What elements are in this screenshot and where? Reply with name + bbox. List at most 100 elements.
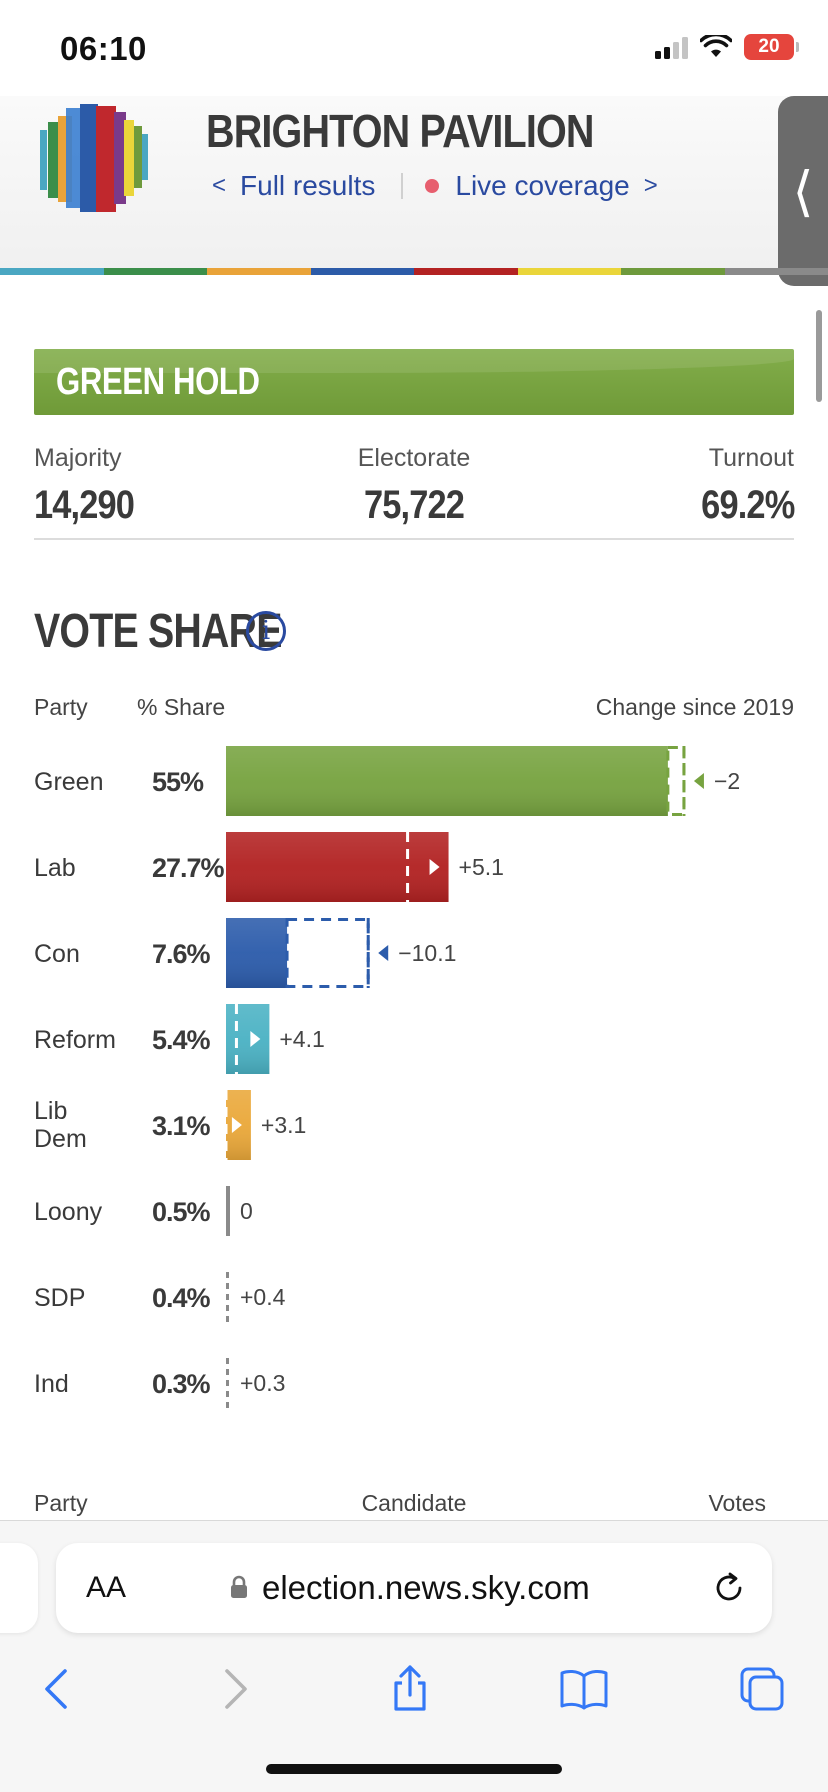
- chevron-left-icon: [45, 1669, 67, 1709]
- forward-button[interactable]: [210, 1663, 262, 1715]
- wifi-icon: [700, 35, 732, 57]
- bookmarks-book-icon: [560, 1669, 608, 1710]
- previous-tab-peek[interactable]: [0, 1543, 38, 1633]
- status-bar: 06:10 20: [0, 0, 828, 96]
- browser-bar: AA election.news.sky.com: [0, 1520, 828, 1792]
- result-banner-text: GREEN HOLD: [56, 361, 260, 403]
- constituency-header: BRIGHTON PAVILION < Full results Live co…: [0, 96, 828, 286]
- browser-toolbar: [0, 1653, 828, 1723]
- change-value-reform: +4.1: [279, 1026, 324, 1052]
- strip-segment: [310, 268, 414, 275]
- address-bar[interactable]: AA election.news.sky.com: [56, 1543, 772, 1633]
- change-value-lib-dem: +3.1: [261, 1112, 306, 1138]
- chevron-left-icon: <: [212, 172, 227, 199]
- info-icon[interactable]: i: [246, 611, 286, 651]
- home-indicator[interactable]: [266, 1764, 562, 1774]
- results-col-votes: Votes: [708, 1490, 766, 1516]
- share-icon: [394, 1665, 426, 1711]
- strip-segment: [414, 268, 518, 275]
- loss-arrow-icon: [378, 945, 389, 961]
- strip-segment: [724, 268, 828, 275]
- party-name-ind: Ind: [34, 1370, 69, 1398]
- cellular-signal-icon: [655, 35, 688, 59]
- scrollbar-thumb[interactable]: [816, 310, 822, 402]
- header-nav: < Full results Live coverage >: [212, 170, 658, 202]
- loss-arrow-icon: [693, 773, 704, 789]
- col-change-header: Change since 2019: [595, 694, 794, 720]
- majority-label: Majority: [34, 444, 122, 472]
- results-col-party: Party: [34, 1490, 88, 1516]
- status-time: 06:10: [60, 30, 147, 67]
- nav-divider: [401, 173, 404, 199]
- info-glyph: i: [261, 616, 271, 646]
- share-value-loony: 0.5%: [152, 1197, 211, 1227]
- share-value-lib-dem: 3.1%: [152, 1111, 211, 1141]
- vote-bar-sheen: [226, 746, 668, 816]
- reload-icon[interactable]: [710, 1569, 748, 1607]
- battery-icon: 20: [744, 34, 799, 60]
- chevron-right-icon: [225, 1669, 247, 1709]
- vote-bar-sheen: [226, 1004, 270, 1074]
- change-value-con: −10.1: [398, 940, 456, 966]
- gain-arrow-icon: [231, 1117, 242, 1133]
- share-value-lab: 27.7%: [152, 853, 225, 883]
- share-button[interactable]: [384, 1663, 436, 1715]
- chevron-right-icon: >: [643, 172, 658, 199]
- party-name-green: Green: [34, 768, 103, 796]
- change-value-loony: 0: [240, 1198, 253, 1224]
- strip-segment: [517, 268, 621, 275]
- previous-share-outline: [666, 746, 686, 816]
- party-name-lib-dem: Lib Dem: [34, 1097, 87, 1153]
- live-coverage-label: Live coverage: [455, 170, 630, 201]
- battery-level: 20: [758, 36, 780, 57]
- change-value-lab: +5.1: [459, 854, 504, 880]
- side-panel-tab[interactable]: ⟨: [778, 96, 828, 286]
- change-value-green: −2: [714, 768, 740, 794]
- share-value-sdp: 0.4%: [152, 1283, 211, 1313]
- col-share-header: % Share: [137, 694, 226, 720]
- full-results-link[interactable]: < Full results: [212, 170, 375, 202]
- gain-arrow-icon: [429, 859, 440, 875]
- vote-bar-sheen: [226, 918, 288, 988]
- back-button[interactable]: [30, 1663, 82, 1715]
- party-name-sdp: SDP: [34, 1284, 85, 1312]
- strip-segment: [103, 268, 207, 275]
- vote-bar-sheen: [226, 832, 449, 902]
- electorate-label: Electorate: [357, 444, 471, 472]
- change-value-sdp: +0.4: [240, 1284, 286, 1310]
- share-value-ind: 0.3%: [152, 1369, 211, 1399]
- live-dot-icon: [425, 179, 440, 193]
- majority-value: 14,290: [34, 483, 135, 527]
- reader-options-button[interactable]: AA: [86, 1571, 126, 1605]
- party-name-reform: Reform: [34, 1026, 116, 1054]
- strip-segment: [0, 268, 104, 275]
- url-text: election.news.sky.com: [262, 1569, 590, 1606]
- share-value-green: 55%: [152, 767, 204, 797]
- bookmarks-button[interactable]: [558, 1663, 610, 1715]
- turnout-label: Turnout: [708, 444, 794, 472]
- live-coverage-link[interactable]: Live coverage >: [425, 170, 658, 202]
- status-icons: 20: [655, 34, 799, 60]
- election-logo-icon: [40, 104, 148, 212]
- strip-segment: [207, 268, 311, 275]
- aa-label: AA: [86, 1571, 127, 1604]
- tabs-button[interactable]: [736, 1663, 788, 1715]
- previous-share-outline: [285, 918, 370, 988]
- chevron-left-icon: ⟨: [792, 161, 814, 222]
- results-col-candidate: Candidate: [361, 1490, 467, 1516]
- strip-segment: [621, 268, 725, 275]
- vote-share-chart: Green 55% −2 Lab 27.7% +5.1 Con 7.6% −10.1 Reform…: [34, 746, 740, 1408]
- stat-majority: Majority 14,290: [34, 444, 150, 528]
- lock-icon: [231, 1575, 247, 1598]
- tabs-icon: [740, 1667, 784, 1711]
- gain-arrow-icon: [250, 1031, 261, 1047]
- electorate-value: 75,722: [363, 483, 465, 527]
- vote-share-title: VOTE SHARE: [34, 605, 282, 658]
- vote-bar-loony: [226, 1186, 230, 1236]
- party-name-lab: Lab: [34, 854, 76, 882]
- result-banner: GREEN HOLD: [34, 349, 794, 415]
- stat-turnout: Turnout 69.2%: [686, 444, 795, 528]
- party-name-loony: Loony: [34, 1198, 103, 1226]
- constituency-stats: Majority 14,290 Electorate 75,722 Turnou…: [34, 444, 795, 540]
- col-party-header: Party: [34, 694, 88, 720]
